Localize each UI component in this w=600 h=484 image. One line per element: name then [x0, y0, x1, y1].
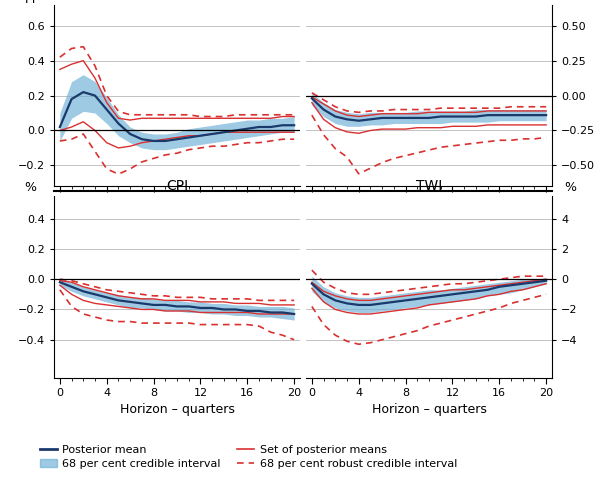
Text: ppt: ppt: [25, 0, 45, 3]
X-axis label: Horizon – quarters: Horizon – quarters: [119, 404, 235, 417]
Text: %: %: [565, 181, 577, 194]
Title: TWI: TWI: [416, 180, 442, 194]
Title: Real GDP: Real GDP: [397, 0, 461, 2]
Legend: Posterior mean, 68 per cent credible interval, Set of posterior means, 68 per ce: Posterior mean, 68 per cent credible int…: [35, 440, 461, 474]
Title: CPI: CPI: [166, 180, 188, 194]
Title: Cash rate: Cash rate: [143, 0, 211, 2]
X-axis label: Horizon – quarters: Horizon – quarters: [371, 404, 487, 417]
Text: %: %: [25, 181, 37, 194]
Text: %: %: [565, 0, 577, 3]
